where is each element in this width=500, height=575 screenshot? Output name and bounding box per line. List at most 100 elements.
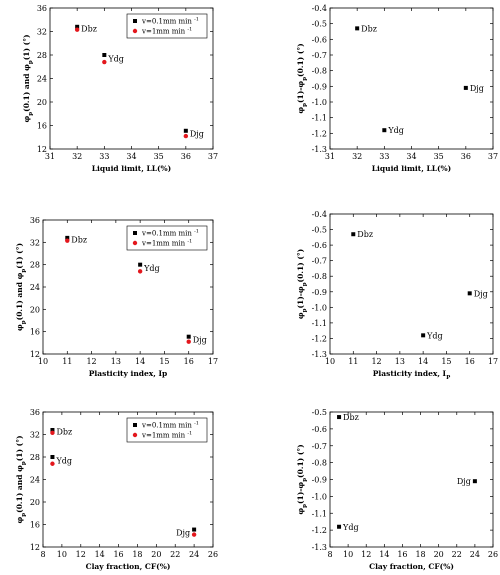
x-tick-label: 8: [327, 550, 332, 559]
legend: v=0.1mm min -1v=1mm min -1: [126, 13, 208, 39]
point-label: Ydg: [143, 264, 160, 273]
y-tick-label: 32: [37, 28, 47, 37]
x-tick-label: 14: [95, 550, 105, 559]
point-label: Djg: [190, 130, 204, 139]
data-point-red: [183, 133, 189, 139]
y-tick-label: -0.4: [312, 210, 327, 219]
y-tick-label: -0.4: [312, 4, 327, 13]
data-point-black: [75, 24, 80, 29]
y-tick-label: -1.1: [312, 509, 327, 518]
y-tick-label: -1.0: [312, 303, 327, 312]
y-tick-label: -0.6: [312, 241, 327, 250]
data-point-black: [421, 333, 426, 338]
x-tick-label: 35: [154, 152, 164, 161]
y-tick-label: -1.2: [312, 129, 327, 138]
x-tick-label: 16: [113, 550, 123, 559]
data-point-black: [463, 85, 468, 90]
data-point-red: [74, 27, 80, 32]
plot-frame: [329, 7, 494, 150]
y-tick-label: -1.0: [312, 98, 327, 107]
data-point-black: [186, 334, 191, 339]
y-tick-label: -0.8: [312, 67, 327, 76]
x-tick-label: 12: [86, 357, 96, 366]
legend: v=0.1mm min -1v=1mm min -1: [126, 225, 208, 251]
x-tick-label: 10: [325, 357, 335, 366]
y-tick-label: -0.5: [312, 408, 327, 417]
data-point-black: [472, 479, 477, 484]
legend-box: [126, 225, 208, 251]
data-point-black: [337, 524, 342, 529]
y-tick-label: -1.1: [312, 319, 327, 328]
data-point-black: [351, 232, 356, 237]
y-tick-label: 20: [37, 98, 47, 107]
legend-marker-red: [132, 240, 138, 246]
x-tick-label: 11: [348, 357, 358, 366]
x-tick-label: 15: [441, 357, 451, 366]
data-point-black: [50, 428, 55, 432]
x-axis-label: Clay fraction, CF(%): [86, 562, 171, 571]
point-label: Ydg: [387, 126, 404, 135]
data-point-black: [355, 26, 360, 31]
x-tick-label: 10: [57, 550, 67, 559]
x-tick-label: 8: [40, 550, 45, 559]
data-point-black: [65, 235, 70, 240]
x-axis-label: Clay fraction, CF(%): [369, 562, 454, 571]
y-tick-label: 24: [37, 75, 47, 84]
data-point-red: [102, 59, 107, 65]
x-tick-label: 10: [38, 357, 48, 366]
x-tick-label: 17: [488, 357, 498, 366]
legend-box: [126, 13, 208, 39]
legend-label-black: v=0.1mm min -1: [141, 229, 199, 238]
point-label: Djg: [176, 528, 190, 537]
y-tick-label: -1.2: [312, 526, 327, 535]
x-tick-label: 20: [434, 550, 444, 559]
y-tick-label: 24: [30, 283, 40, 292]
x-tick-label: 24: [470, 550, 480, 559]
point-label: Ydg: [55, 456, 72, 465]
legend-label-black: v=0.1mm min -1: [141, 17, 199, 26]
chart-panel-4: 10 11 12 13 14 15 16 17 -1.3 -1.2 -1.1 -1.0 -0.9 -0.8…: [296, 210, 498, 381]
data-point-black: [138, 262, 143, 267]
y-tick-label: -1.3: [312, 350, 327, 359]
point-label: Dbz: [56, 428, 72, 437]
data-point-black: [183, 128, 188, 133]
x-tick-label: 17: [208, 357, 218, 366]
y-tick-label: 12: [37, 145, 47, 154]
x-tick-label: 12: [371, 357, 381, 366]
x-axis-label: Plasticity index, IP: [373, 369, 450, 381]
x-axis-label: Plasticity index, Ip: [89, 369, 168, 378]
x-tick-label: 22: [170, 550, 180, 559]
legend-marker-red: [132, 28, 138, 34]
x-tick-label: 18: [415, 550, 425, 559]
y-tick-label: -1.2: [312, 334, 327, 343]
x-tick-label: 36: [461, 152, 471, 161]
y-tick-label: 36: [30, 408, 40, 417]
y-axis-label: φp(0.1) and φp(1) (°): [15, 435, 27, 523]
y-tick-label: 16: [30, 521, 40, 530]
x-tick-label: 33: [99, 152, 109, 161]
chart-panel-1: 31 32 33 34 35 36 37 12 16 20 24 28 32 36 Liquid limit…: [22, 4, 218, 173]
x-tick-label: 12: [76, 550, 86, 559]
y-tick-label: -1.0: [312, 492, 327, 501]
x-tick-label: 14: [135, 357, 145, 366]
y-tick-label: 28: [30, 453, 40, 462]
x-tick-label: 14: [418, 357, 428, 366]
legend-marker-black: [133, 19, 137, 23]
data-point-red: [186, 339, 191, 344]
x-tick-label: 16: [465, 357, 475, 366]
x-tick-label: 16: [397, 550, 407, 559]
x-tick-label: 10: [343, 550, 353, 559]
data-point-red: [137, 269, 143, 274]
point-label: Djg: [457, 477, 471, 486]
y-tick-label: 16: [30, 328, 40, 337]
legend: v=0.1mm min -1v=1mm min -1: [126, 417, 208, 443]
chart-panel-2: 31 32 33 34 35 36 37 -1.3 -1.2 -1.1 -1.0 -0.9 -0.8 -0…: [296, 4, 498, 173]
y-tick-label: 28: [37, 51, 47, 60]
chart-panel-3: 10 11 12 13 14 15 16 17 12 16 20 24 28 32 36 Plasticity…: [15, 216, 218, 378]
x-tick-label: 31: [325, 152, 335, 161]
x-tick-label: 31: [45, 152, 55, 161]
y-tick-label: -0.9: [312, 82, 327, 91]
x-tick-label: 33: [379, 152, 389, 161]
y-tick-label: -0.7: [312, 51, 327, 60]
